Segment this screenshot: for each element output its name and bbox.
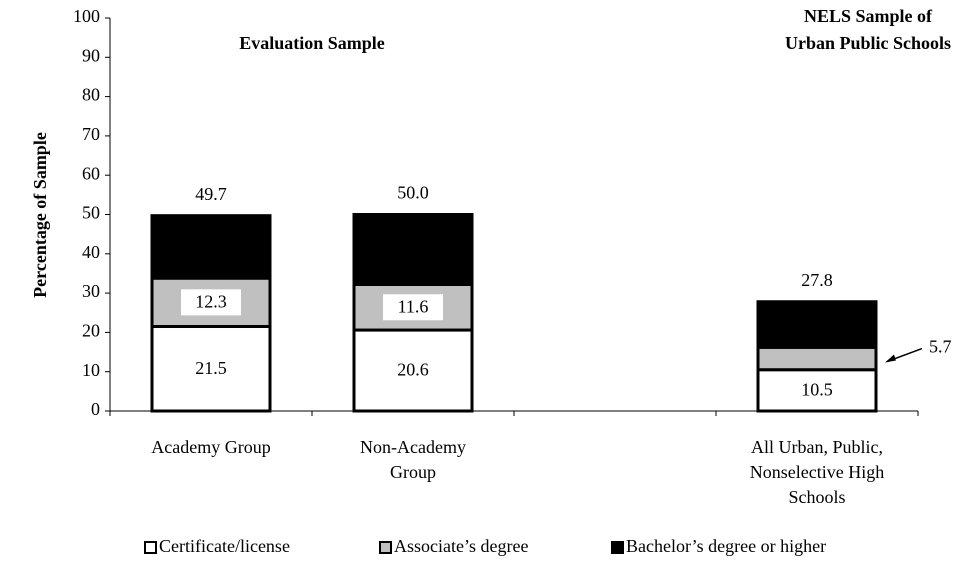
total-label: 50.0 bbox=[397, 183, 429, 203]
data-label: 10.5 bbox=[801, 379, 833, 399]
legend-label: Associate’s degree bbox=[394, 536, 528, 556]
x-tick-label: Nonselective High bbox=[750, 462, 884, 482]
x-tick-label: Academy Group bbox=[151, 437, 270, 457]
y-tick-label: 20 bbox=[82, 321, 100, 341]
y-tick-label: 0 bbox=[91, 399, 100, 419]
data-label: 11.6 bbox=[802, 314, 833, 334]
y-tick-label: 70 bbox=[82, 124, 100, 144]
data-label: 21.5 bbox=[195, 358, 227, 378]
arrow-head bbox=[885, 354, 896, 363]
legend-label: Certificate/license bbox=[159, 536, 290, 556]
bar-segment bbox=[756, 345, 878, 372]
y-tick-label: 10 bbox=[82, 360, 100, 380]
x-tick-label: Non-Academy bbox=[360, 437, 466, 457]
data-label: 15.9 bbox=[195, 236, 227, 256]
data-label: 20.6 bbox=[397, 360, 429, 380]
group-title: Evaluation Sample bbox=[239, 33, 385, 53]
bar-segment bbox=[150, 214, 272, 280]
data-label: 11.6 bbox=[398, 296, 429, 316]
x-tick-label: Schools bbox=[788, 487, 845, 507]
data-label: 5.7 bbox=[929, 337, 952, 357]
y-tick-label: 80 bbox=[82, 85, 100, 105]
bar-segment bbox=[756, 368, 878, 413]
y-tick-label: 50 bbox=[82, 203, 100, 223]
y-axis-label: Percentage of Sample bbox=[30, 132, 50, 298]
label-box bbox=[383, 294, 443, 321]
y-tick-label: 100 bbox=[73, 6, 100, 26]
data-label: 12.3 bbox=[195, 291, 227, 311]
y-tick-label: 90 bbox=[82, 45, 100, 65]
bar-segment bbox=[756, 300, 878, 349]
group-title: Urban Public Schools bbox=[785, 33, 951, 53]
y-tick-label: 40 bbox=[82, 242, 100, 262]
y-tick-label: 30 bbox=[82, 281, 100, 301]
bar-segment bbox=[352, 213, 474, 286]
legend-swatch bbox=[379, 541, 392, 554]
x-tick-label: Group bbox=[390, 462, 436, 482]
data-label: 17.8 bbox=[397, 239, 429, 259]
y-tick-label: 60 bbox=[82, 163, 100, 183]
group-title: NELS Sample of bbox=[804, 6, 933, 26]
legend-label: Bachelor’s degree or higher bbox=[626, 536, 826, 556]
x-tick-label: All Urban, Public, bbox=[751, 437, 883, 457]
total-label: 49.7 bbox=[195, 184, 227, 204]
legend-swatch bbox=[144, 541, 157, 554]
legend-swatch bbox=[611, 541, 624, 554]
total-label: 27.8 bbox=[801, 270, 833, 290]
label-box bbox=[181, 289, 241, 316]
